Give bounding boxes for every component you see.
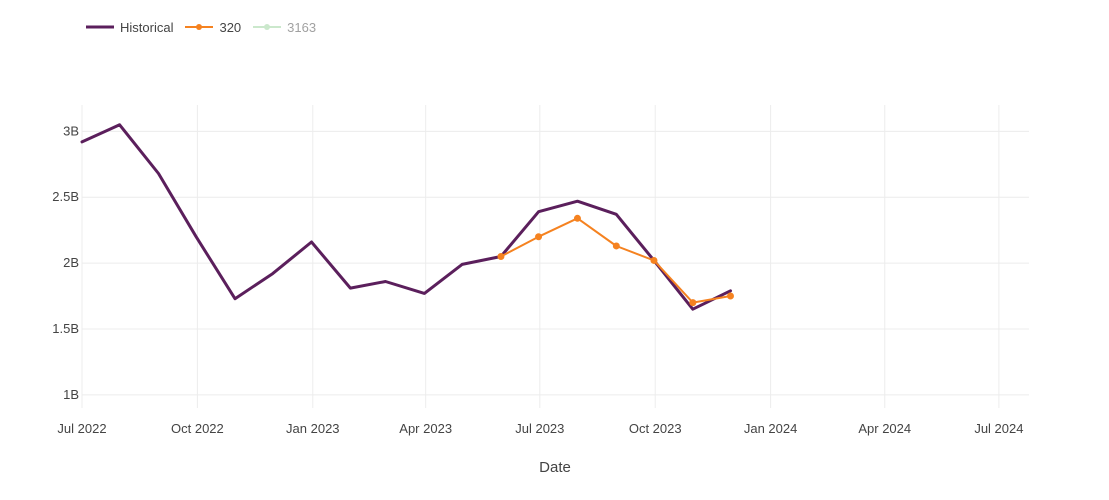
y-tick-label: 1B	[63, 387, 79, 402]
y-tick-label: 2.5B	[52, 189, 79, 204]
legend-item-320[interactable]: 320	[183, 20, 241, 35]
legend-item-historical[interactable]: Historical	[84, 20, 173, 35]
data-point-320[interactable]	[612, 242, 620, 250]
y-tick-label: 3B	[63, 123, 79, 138]
legend-label: 3163	[287, 19, 317, 35]
x-tick-label: Jul 2023	[515, 421, 564, 436]
legend-swatch-icon	[86, 25, 114, 29]
legend-label: Historical	[120, 19, 174, 35]
data-point-320[interactable]	[689, 299, 697, 307]
x-tick-label: Jul 2024	[974, 421, 1023, 436]
data-point-320[interactable]	[726, 292, 734, 300]
x-tick-label: Oct 2023	[629, 421, 682, 436]
legend-swatch-icon	[185, 24, 214, 30]
x-axis-title: Date	[539, 459, 571, 476]
series-line-historical	[80, 123, 732, 311]
series-line-320	[499, 217, 732, 304]
x-tick-label: Apr 2023	[399, 421, 452, 436]
x-tick-label: Jul 2022	[57, 421, 106, 436]
data-point-320[interactable]	[535, 233, 543, 241]
x-tick-label: Jan 2024	[744, 421, 798, 436]
x-tick-label: Oct 2022	[171, 421, 224, 436]
data-point-320[interactable]	[573, 214, 581, 222]
series-320	[497, 214, 734, 307]
x-tick-label: Apr 2024	[858, 421, 911, 436]
legend-swatch-icon	[253, 24, 282, 30]
data-point-320[interactable]	[497, 253, 505, 260]
x-tick-label: Jan 2023	[286, 421, 340, 436]
y-tick-label: 2B	[63, 255, 79, 270]
data-point-320[interactable]	[650, 256, 658, 264]
y-tick-label: 1.5B	[52, 321, 79, 336]
grid-lines	[81, 105, 1029, 408]
tick-labels: Jul 2022 Oct 2022 Jan 2023 Apr 2023 Jul 2023…	[52, 123, 1023, 436]
series-layer	[80, 123, 734, 311]
series-historical	[80, 123, 732, 311]
chart-legend: Historical 320 3163	[84, 17, 326, 37]
legend-label: 320	[219, 19, 242, 35]
legend-item-3163[interactable]: 3163	[251, 20, 316, 35]
